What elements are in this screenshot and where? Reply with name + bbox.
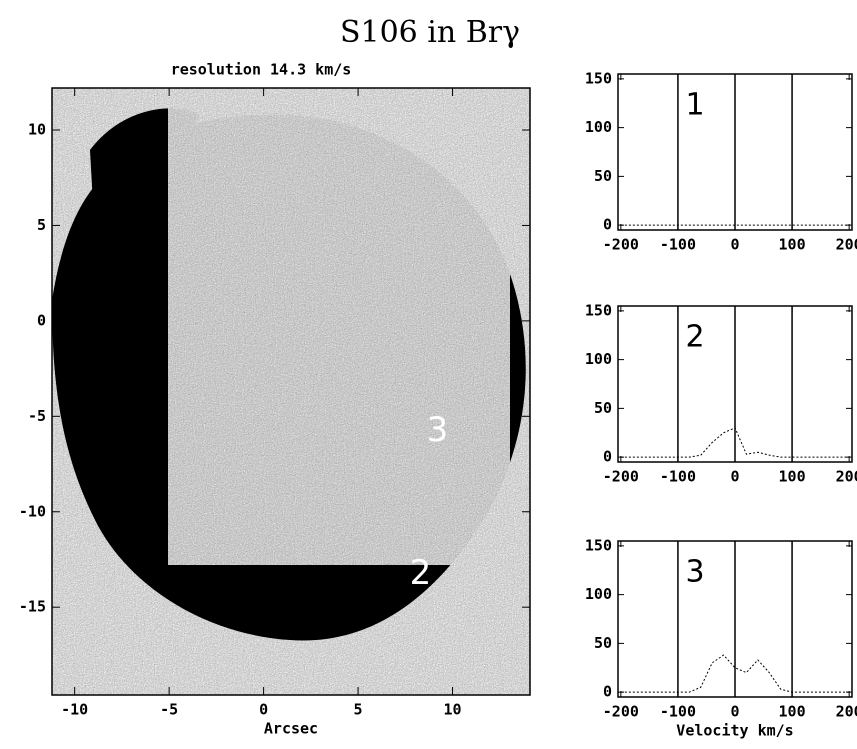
y-tick-label: -10 <box>19 502 46 520</box>
spectrum-line <box>620 427 850 458</box>
x-tick-label: 200 <box>836 703 857 721</box>
x-tick-label: 10 <box>444 701 462 719</box>
map-annotation: 3 <box>427 410 449 450</box>
x-tick-label: 100 <box>779 236 806 254</box>
y-tick-label: 0 <box>37 311 46 329</box>
y-tick-label: 0 <box>603 683 612 701</box>
y-tick-label: 50 <box>594 634 612 652</box>
x-tick-label: 0 <box>259 701 268 719</box>
y-tick-label: 150 <box>585 69 612 87</box>
x-tick-label: -200 <box>603 468 639 486</box>
map-annotation: 2 <box>410 553 432 593</box>
x-tick-label: 200 <box>836 468 857 486</box>
spectrum-line <box>620 654 850 693</box>
map-image <box>52 88 530 695</box>
x-tick-label: -100 <box>660 703 696 721</box>
x-tick-label: 200 <box>836 236 857 254</box>
x-tick-label: -100 <box>660 468 696 486</box>
x-axis-label: Velocity km/s <box>676 722 793 740</box>
x-tick-label: -200 <box>603 703 639 721</box>
y-tick-label: 50 <box>594 167 612 185</box>
y-tick-label: 5 <box>37 216 46 234</box>
y-tick-label: 10 <box>28 120 46 138</box>
x-tick-label: 0 <box>730 703 739 721</box>
title: S106 in Brγ <box>340 15 520 50</box>
x-tick-label: 5 <box>354 701 363 719</box>
x-tick-label: 100 <box>779 703 806 721</box>
y-tick-label: 150 <box>585 536 612 554</box>
y-tick-label: 100 <box>585 118 612 136</box>
panel-label: 1 <box>686 88 705 123</box>
x-axis-label: Arcsec <box>264 720 318 738</box>
y-tick-label: 100 <box>585 585 612 603</box>
panel-label: 3 <box>686 555 705 590</box>
x-tick-label: -100 <box>660 236 696 254</box>
x-tick-label: -200 <box>603 236 639 254</box>
y-tick-label: 0 <box>603 448 612 466</box>
y-tick-label: 50 <box>594 399 612 417</box>
map-frame <box>51 87 531 696</box>
x-tick-label: 0 <box>730 236 739 254</box>
x-tick-label: 0 <box>730 468 739 486</box>
y-tick-label: 150 <box>585 301 612 319</box>
y-tick-label: -5 <box>28 407 46 425</box>
y-tick-label: 100 <box>585 350 612 368</box>
x-tick-label: 100 <box>779 468 806 486</box>
x-tick-label: -10 <box>61 701 88 719</box>
y-tick-label: -15 <box>19 598 46 616</box>
y-tick-label: 0 <box>603 216 612 234</box>
x-tick-label: -5 <box>160 701 178 719</box>
panel-label: 2 <box>686 320 705 355</box>
map-subtitle: resolution 14.3 km/s <box>171 61 352 79</box>
